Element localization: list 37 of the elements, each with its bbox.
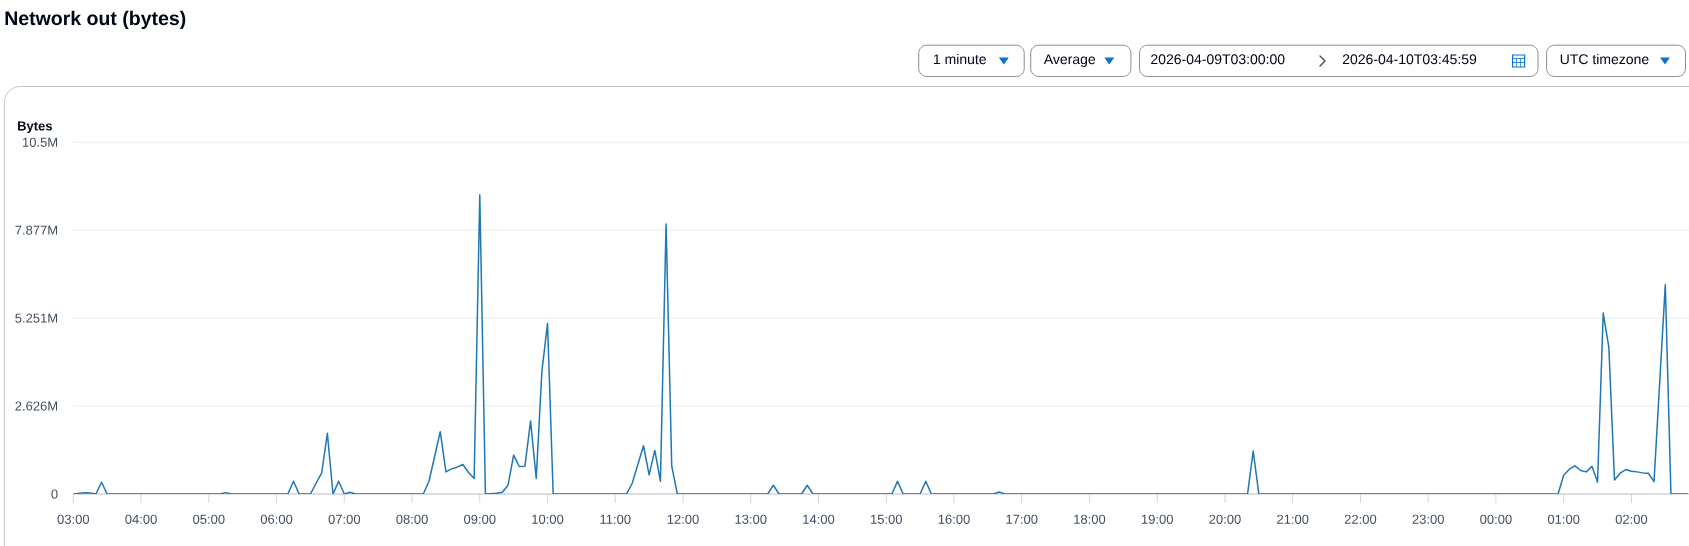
- x-tick-label: 22:00: [1344, 514, 1377, 524]
- x-tick-label: 04:00: [125, 514, 157, 524]
- x-tick-label: 21:00: [1277, 514, 1309, 524]
- x-tick-label: 07:00: [328, 514, 361, 524]
- x-tick-label: 11:00: [600, 514, 631, 524]
- x-tick-label: 10:00: [532, 514, 564, 524]
- x-tick-label: 08:00: [396, 514, 428, 524]
- text: Average: [1043, 54, 1096, 67]
- y-tick-label: 0: [51, 489, 58, 499]
- y-tick-label: 2.626M: [15, 401, 58, 411]
- x-tick-label: 14:00: [803, 514, 835, 524]
- x-tick-label: 03:00: [57, 514, 90, 524]
- line-series: [73, 194, 1689, 494]
- x-tick-label: 00:00: [1480, 514, 1512, 524]
- x-tick-label: 15:00: [870, 514, 902, 524]
- text: 1 minute: [933, 53, 986, 65]
- x-tick-label: 17:00: [1006, 514, 1038, 524]
- x-tick-label: 20:00: [1209, 514, 1241, 524]
- text: UTC timezone: [1560, 53, 1649, 65]
- y-tick-label: 5.251M: [15, 313, 58, 323]
- x-tick-label: 05:00: [193, 514, 225, 524]
- x-tick-label: 09:00: [464, 514, 496, 524]
- text: 2026-04-09T03:00:00: [1151, 54, 1285, 65]
- y-tick-label: 7.877M: [15, 225, 58, 235]
- x-tick-label: 23:00: [1412, 514, 1444, 524]
- x-tick-label: 13:00: [735, 514, 767, 524]
- text: 2026-04-10T03:45:59: [1342, 54, 1477, 65]
- chart-title: Network out (bytes): [5, 10, 186, 30]
- y-tick-label: 10.5M: [22, 137, 58, 147]
- x-tick-label: 02:00: [1615, 514, 1648, 524]
- y-axis-title: Bytes: [17, 121, 52, 134]
- x-tick-label: 12:00: [667, 514, 699, 524]
- x-tick-label: 16:00: [938, 514, 970, 524]
- x-tick-label: 19:00: [1141, 514, 1173, 524]
- x-tick-label: 01:00: [1547, 514, 1580, 524]
- x-tick-label: 06:00: [260, 514, 293, 524]
- x-tick-label: 18:00: [1074, 514, 1106, 524]
